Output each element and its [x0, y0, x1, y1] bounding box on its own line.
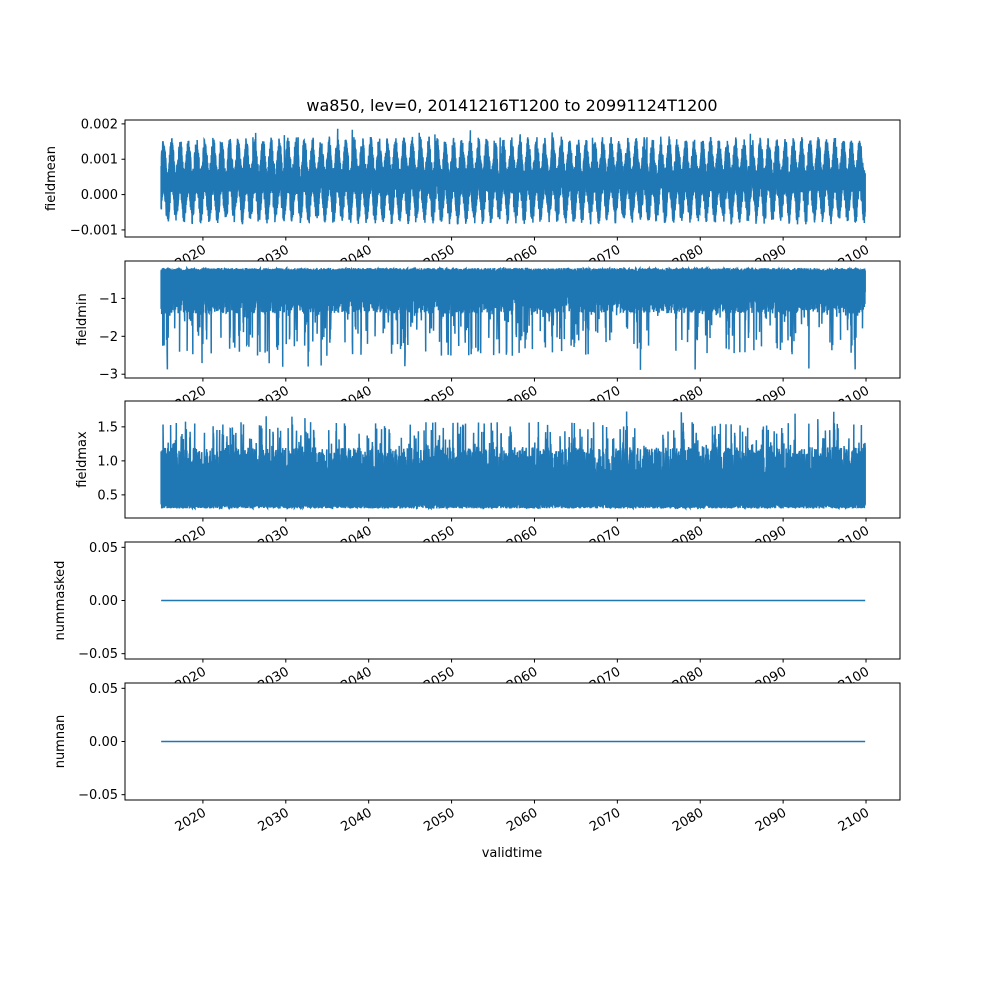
y-tick-label: −1 — [99, 292, 118, 307]
y-tick-label: 0.00 — [89, 594, 118, 609]
axes-frame — [124, 400, 901, 519]
y-tick-label: 0.00 — [89, 735, 118, 750]
series-line-fieldmean — [160, 128, 866, 225]
y-tick-label: 1.5 — [97, 420, 118, 435]
y-tick-label: 1.0 — [97, 454, 118, 469]
y-tick-label: −3 — [99, 368, 118, 383]
y-axis-label: fieldmin — [75, 293, 90, 346]
y-tick-label: 0.5 — [97, 488, 118, 503]
y-tick-label: −0.05 — [78, 788, 118, 803]
axes-frame — [124, 260, 901, 379]
y-tick-label: 0.05 — [89, 682, 118, 697]
y-tick-label: −0.001 — [70, 223, 118, 238]
y-tick-label: 0.001 — [81, 153, 118, 168]
y-tick-label: 0.002 — [81, 117, 118, 132]
y-axis-label: nummasked — [53, 561, 68, 641]
chart-title: wa850, lev=0, 20141216T1200 to 20991124T… — [306, 96, 717, 115]
y-tick-label: −2 — [99, 330, 118, 345]
y-tick-label: 0.000 — [81, 188, 118, 203]
axes-frame — [124, 119, 901, 238]
y-tick-label: −0.05 — [78, 647, 118, 662]
y-axis-label: numnan — [53, 715, 68, 769]
y-axis-label: fieldmax — [75, 431, 90, 488]
y-axis-label: fieldmean — [44, 146, 59, 211]
series-line-fieldmin — [160, 265, 866, 370]
y-tick-label: 0.05 — [89, 541, 118, 556]
x-axis-label: validtime — [482, 846, 543, 861]
series-line-fieldmax — [160, 411, 866, 511]
